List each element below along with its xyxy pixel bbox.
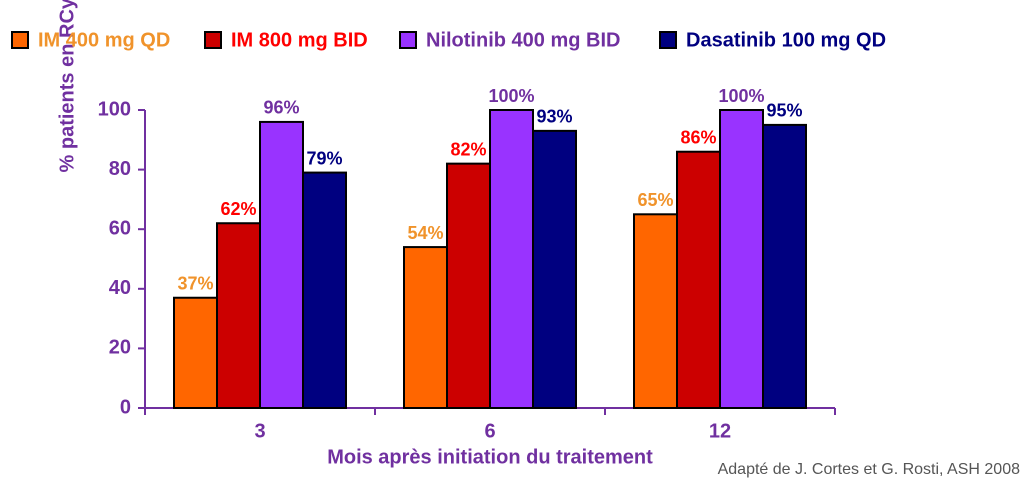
- value-label: 93%: [536, 107, 572, 127]
- bar: [259, 120, 304, 409]
- bar: [302, 171, 347, 409]
- value-label: 96%: [263, 98, 299, 118]
- x-tick-label: 6: [484, 420, 495, 442]
- bar: [532, 129, 577, 410]
- x-tick-label: 12: [709, 420, 731, 442]
- source-note: Adapté de J. Cortes et G. Rosti, ASH 200…: [718, 461, 1020, 478]
- legend-label: IM 800 mg BID: [231, 29, 368, 51]
- value-label: 82%: [450, 139, 486, 159]
- bar: [676, 150, 721, 409]
- legend-swatch: [399, 31, 417, 49]
- bar: [173, 296, 218, 409]
- bar: [489, 109, 534, 409]
- y-tick-label: 80: [109, 158, 131, 180]
- value-label: 100%: [718, 86, 764, 106]
- legend-swatch: [11, 31, 29, 49]
- legend-swatch: [659, 31, 677, 49]
- bar: [216, 222, 261, 409]
- legend-label: Dasatinib 100 mg QD: [686, 29, 886, 51]
- legend-label: IM 400 mg QD: [38, 29, 170, 51]
- y-tick-label: 60: [109, 217, 131, 239]
- x-tick-label: 3: [254, 420, 265, 442]
- y-tick-label: 40: [109, 277, 131, 299]
- value-label: 100%: [488, 86, 534, 106]
- x-axis-label: Mois après initiation du traitement: [327, 446, 653, 468]
- y-tick-label: 0: [120, 396, 131, 418]
- legend-swatch: [204, 31, 222, 49]
- bar: [762, 123, 807, 410]
- bar: [719, 109, 764, 409]
- y-tick-label: 20: [109, 337, 131, 359]
- bar: [446, 162, 491, 409]
- y-axis-label: % patients en RCyC: [56, 0, 78, 172]
- bar: [403, 246, 448, 409]
- value-label: 86%: [680, 127, 716, 147]
- value-label: 95%: [766, 101, 802, 121]
- value-label: 65%: [637, 190, 673, 210]
- y-tick-label: 100: [98, 98, 131, 120]
- value-label: 37%: [177, 273, 213, 293]
- bar: [633, 213, 678, 409]
- value-label: 54%: [407, 223, 443, 243]
- value-label: 62%: [220, 199, 256, 219]
- value-label: 79%: [306, 148, 342, 168]
- legend-label: Nilotinib 400 mg BID: [426, 29, 620, 51]
